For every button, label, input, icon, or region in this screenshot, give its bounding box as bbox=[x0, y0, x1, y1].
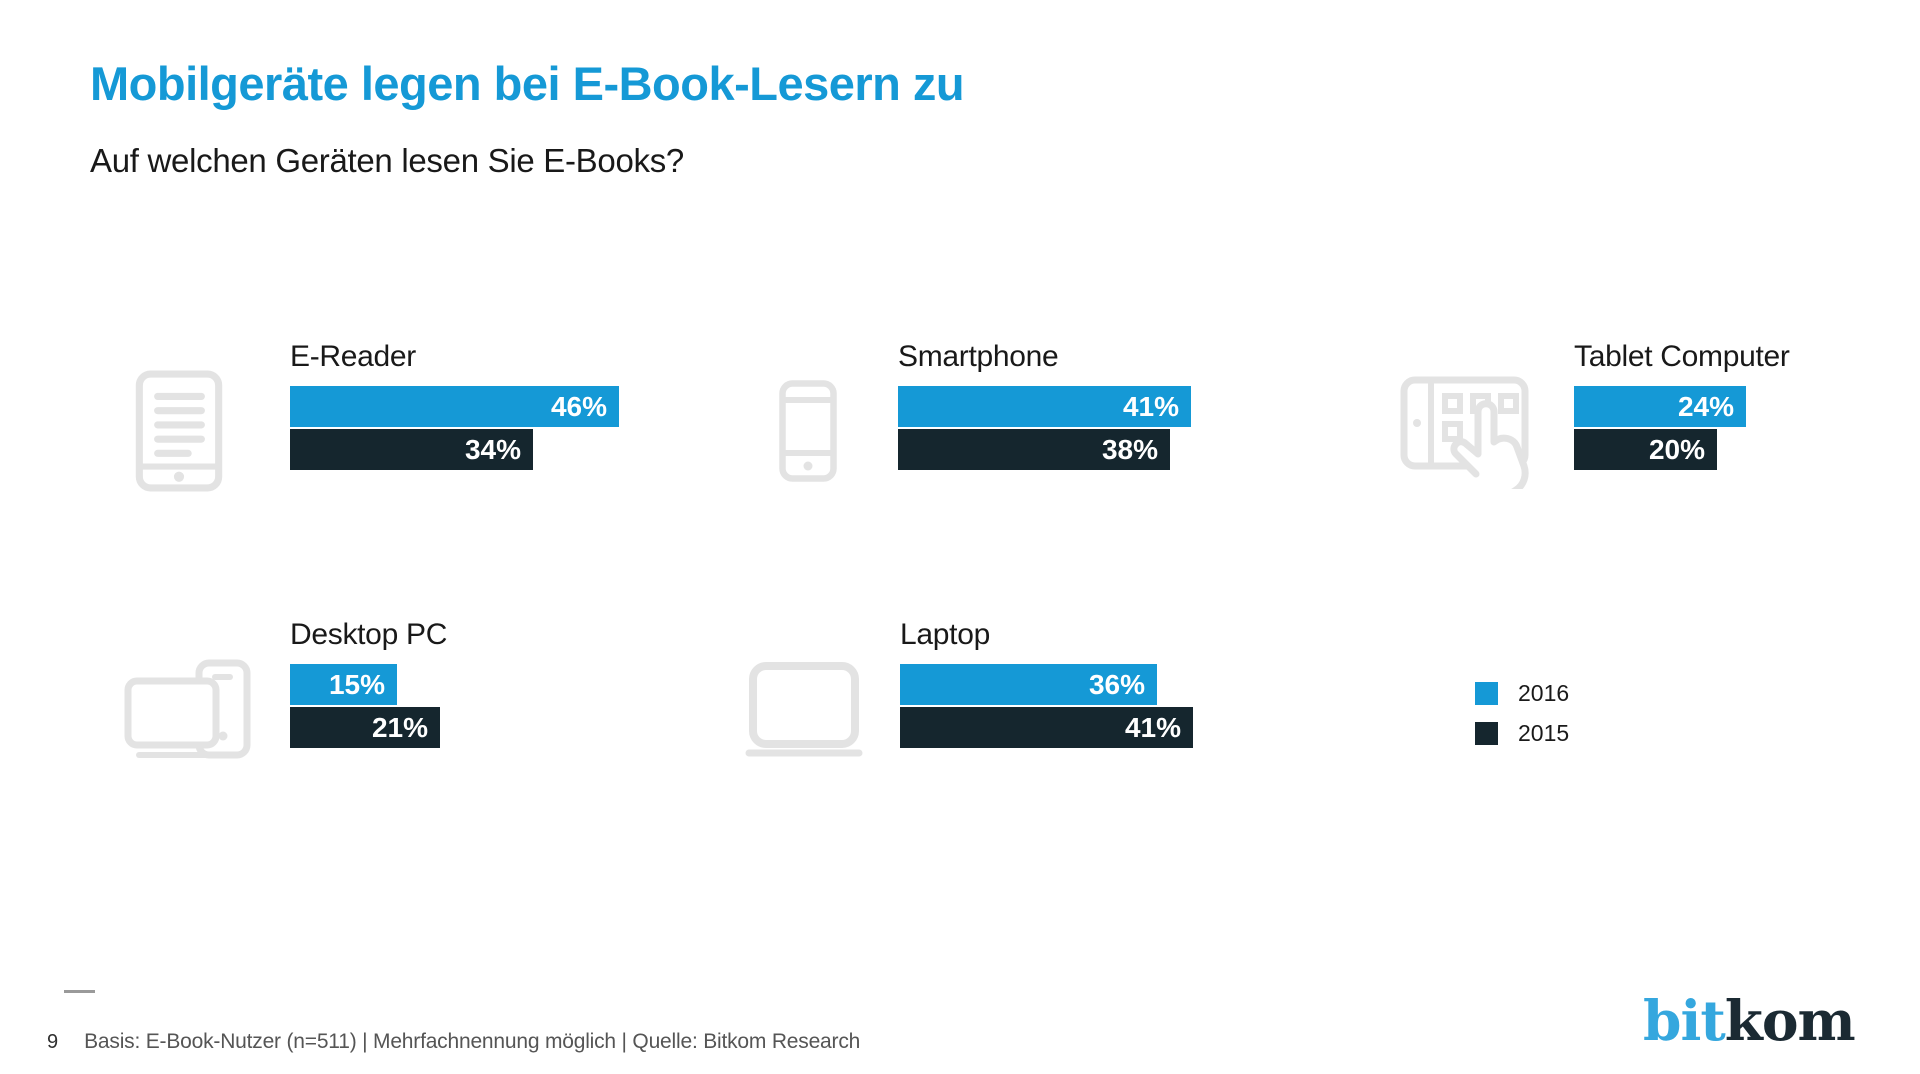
bar-value-label: 38% bbox=[1101, 434, 1158, 465]
page-subtitle: Auf welchen Geräten lesen Sie E-Books? bbox=[90, 142, 684, 179]
bar-value-label: 15% bbox=[328, 669, 385, 700]
bitkom-logo-kom: kom bbox=[1724, 988, 1856, 1053]
bar-value-label: 21% bbox=[371, 712, 428, 743]
bar-value-label: 41% bbox=[1124, 712, 1181, 743]
device-label: Tablet Computer bbox=[1574, 340, 1790, 373]
page-number: 9 bbox=[47, 1031, 59, 1053]
tablet-computer-icon bbox=[1400, 372, 1537, 500]
device-label: Desktop PC bbox=[290, 618, 448, 651]
legend-label: 2015 bbox=[1518, 720, 1570, 746]
legend-swatch bbox=[1475, 682, 1498, 705]
bar-value-label: 46% bbox=[550, 391, 607, 422]
bar-2015: 38% bbox=[898, 429, 1170, 470]
legend-swatch bbox=[1475, 722, 1498, 745]
bar-2015: 21% bbox=[290, 707, 440, 748]
bar-2016: 41% bbox=[898, 386, 1191, 427]
bitkom-logo-bit: bit bbox=[1643, 988, 1726, 1053]
bar-value-label: 34% bbox=[464, 434, 521, 465]
bar-2016: 46% bbox=[290, 386, 619, 427]
bar-2015: 41% bbox=[900, 707, 1193, 748]
smartphone-icon bbox=[779, 380, 837, 487]
bar-2015: 34% bbox=[290, 429, 533, 470]
page-title: Mobilgeräte legen bei E-Book-Lesern zu bbox=[90, 57, 965, 110]
footer-divider bbox=[64, 990, 95, 993]
bar-2016: 15% bbox=[290, 664, 397, 705]
legend-item-2016: 2016 bbox=[1475, 682, 1695, 705]
bar-value-label: 20% bbox=[1648, 434, 1705, 465]
bar-2015: 20% bbox=[1574, 429, 1717, 470]
bitkom-logo: bitkom bbox=[1643, 988, 1856, 1053]
source-text: Basis: E-Book-Nutzer (n=511) | Mehrfachn… bbox=[84, 1030, 861, 1053]
footer: 9 Basis: E-Book-Nutzer (n=511) | Mehrfac… bbox=[47, 1030, 860, 1054]
device-label: Smartphone bbox=[898, 340, 1059, 373]
bar-2016: 36% bbox=[900, 664, 1157, 705]
legend-label: 2016 bbox=[1518, 680, 1570, 706]
bar-2016: 24% bbox=[1574, 386, 1746, 427]
legend-item-2015: 2015 bbox=[1475, 722, 1695, 745]
device-label: E-Reader bbox=[290, 340, 416, 373]
e-reader-icon bbox=[135, 370, 223, 497]
desktop-pc-icon bbox=[123, 658, 253, 767]
bar-value-label: 41% bbox=[1122, 391, 1179, 422]
bar-value-label: 24% bbox=[1677, 391, 1734, 422]
laptop-icon bbox=[744, 662, 864, 765]
legend: 2016 2015 bbox=[1475, 682, 1695, 762]
bar-value-label: 36% bbox=[1088, 669, 1145, 700]
device-label: Laptop bbox=[900, 618, 990, 651]
